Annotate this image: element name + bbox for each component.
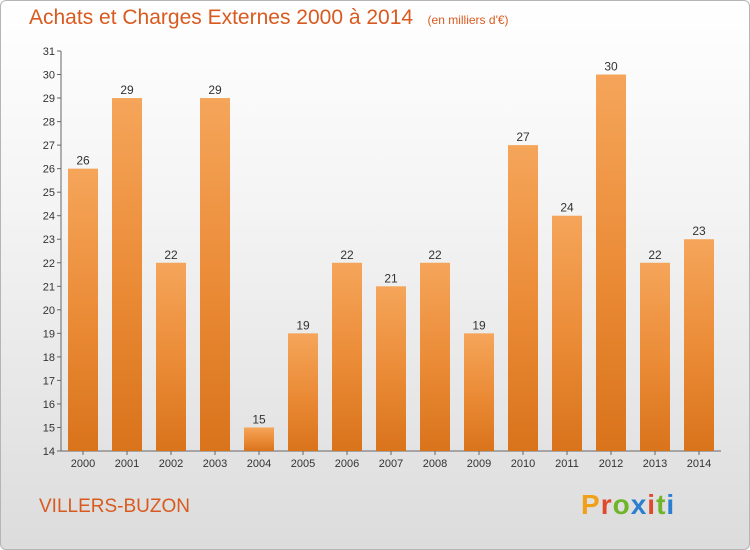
y-tick-label: 26 (43, 164, 55, 176)
x-tick-label: 2011 (555, 458, 579, 470)
y-tick-label: 27 (43, 140, 55, 152)
y-tick-label: 21 (43, 281, 55, 293)
x-tick-label: 2013 (643, 458, 667, 470)
y-tick-label: 17 (43, 375, 55, 387)
bar (684, 239, 714, 451)
bar-value-label: 19 (472, 318, 486, 332)
x-tick-label: 2002 (159, 458, 183, 470)
bar (508, 145, 538, 451)
x-tick-label: 2005 (291, 458, 315, 470)
bar (376, 286, 406, 451)
y-tick-label: 20 (43, 305, 55, 317)
bar-value-label: 26 (76, 154, 90, 168)
logo-letter: r (600, 489, 613, 520)
x-tick-label: 2007 (379, 458, 403, 470)
bar-value-label: 22 (164, 248, 178, 262)
bar (244, 427, 274, 451)
bar-value-label: 29 (208, 83, 222, 97)
bar (332, 262, 362, 451)
y-tick-label: 22 (43, 258, 55, 270)
bar-value-label: 22 (648, 248, 662, 262)
logo-letter: t (656, 489, 667, 520)
bar-value-label: 24 (560, 201, 574, 215)
logo-letter: i (647, 489, 657, 520)
bar (288, 333, 318, 451)
bar (552, 215, 582, 451)
logo-letter: i (666, 489, 676, 520)
y-tick-label: 30 (43, 70, 55, 82)
x-tick-label: 2008 (423, 458, 447, 470)
x-tick-label: 2009 (467, 458, 491, 470)
bar-value-label: 29 (120, 83, 134, 97)
logo-letter: P (581, 489, 601, 520)
bar-value-label: 27 (516, 130, 530, 144)
y-tick-label: 18 (43, 352, 55, 364)
y-tick-label: 24 (43, 211, 55, 223)
bar (112, 98, 142, 451)
bar-value-label: 19 (296, 318, 310, 332)
x-tick-label: 2012 (599, 458, 623, 470)
y-tick-label: 25 (43, 187, 55, 199)
bar (68, 168, 98, 451)
logo-letter: o (612, 489, 631, 520)
bars: 26 29 22 29 15 19 22 21 22 19 27 24 30 22 23 (68, 60, 714, 451)
bar (640, 262, 670, 451)
bar (464, 333, 494, 451)
bar (200, 98, 230, 451)
y-tick-label: 31 (43, 46, 55, 58)
y-tick-label: 16 (43, 399, 55, 411)
bar-value-label: 21 (384, 271, 398, 285)
y-tick-label: 15 (43, 422, 55, 434)
x-tick-label: 2014 (687, 458, 711, 470)
x-tick-label: 2004 (247, 458, 271, 470)
y-tick-label: 28 (43, 117, 55, 129)
x-tick-label: 2010 (511, 458, 535, 470)
bar-value-label: 23 (692, 224, 706, 238)
x-tick-label: 2001 (115, 458, 139, 470)
logo-letter: x (630, 489, 648, 520)
bar-value-label: 22 (428, 248, 442, 262)
y-tick-label: 19 (43, 328, 55, 340)
x-tick-label: 2000 (71, 458, 95, 470)
city-name: VILLERS-BUZON (39, 496, 190, 517)
title-row: Achats et Charges Externes 2000 à 2014 (… (29, 6, 509, 30)
proxiti-logo[interactable]: Proxiti (581, 489, 675, 521)
bar (156, 262, 186, 451)
bar-value-label: 30 (604, 60, 618, 74)
chart-title: Achats et Charges Externes 2000 à 2014 (29, 6, 414, 29)
bar (596, 74, 626, 451)
y-tick-label: 29 (43, 93, 55, 105)
bar (420, 262, 450, 451)
y-tick-label: 23 (43, 234, 55, 246)
x-tick-label: 2003 (203, 458, 227, 470)
y-tick-label: 14 (43, 446, 55, 458)
bar-value-label: 22 (340, 248, 354, 262)
x-tick-label: 2006 (335, 458, 359, 470)
chart-subtitle: (en milliers d'€) (427, 13, 509, 27)
bar-value-label: 15 (252, 412, 266, 426)
